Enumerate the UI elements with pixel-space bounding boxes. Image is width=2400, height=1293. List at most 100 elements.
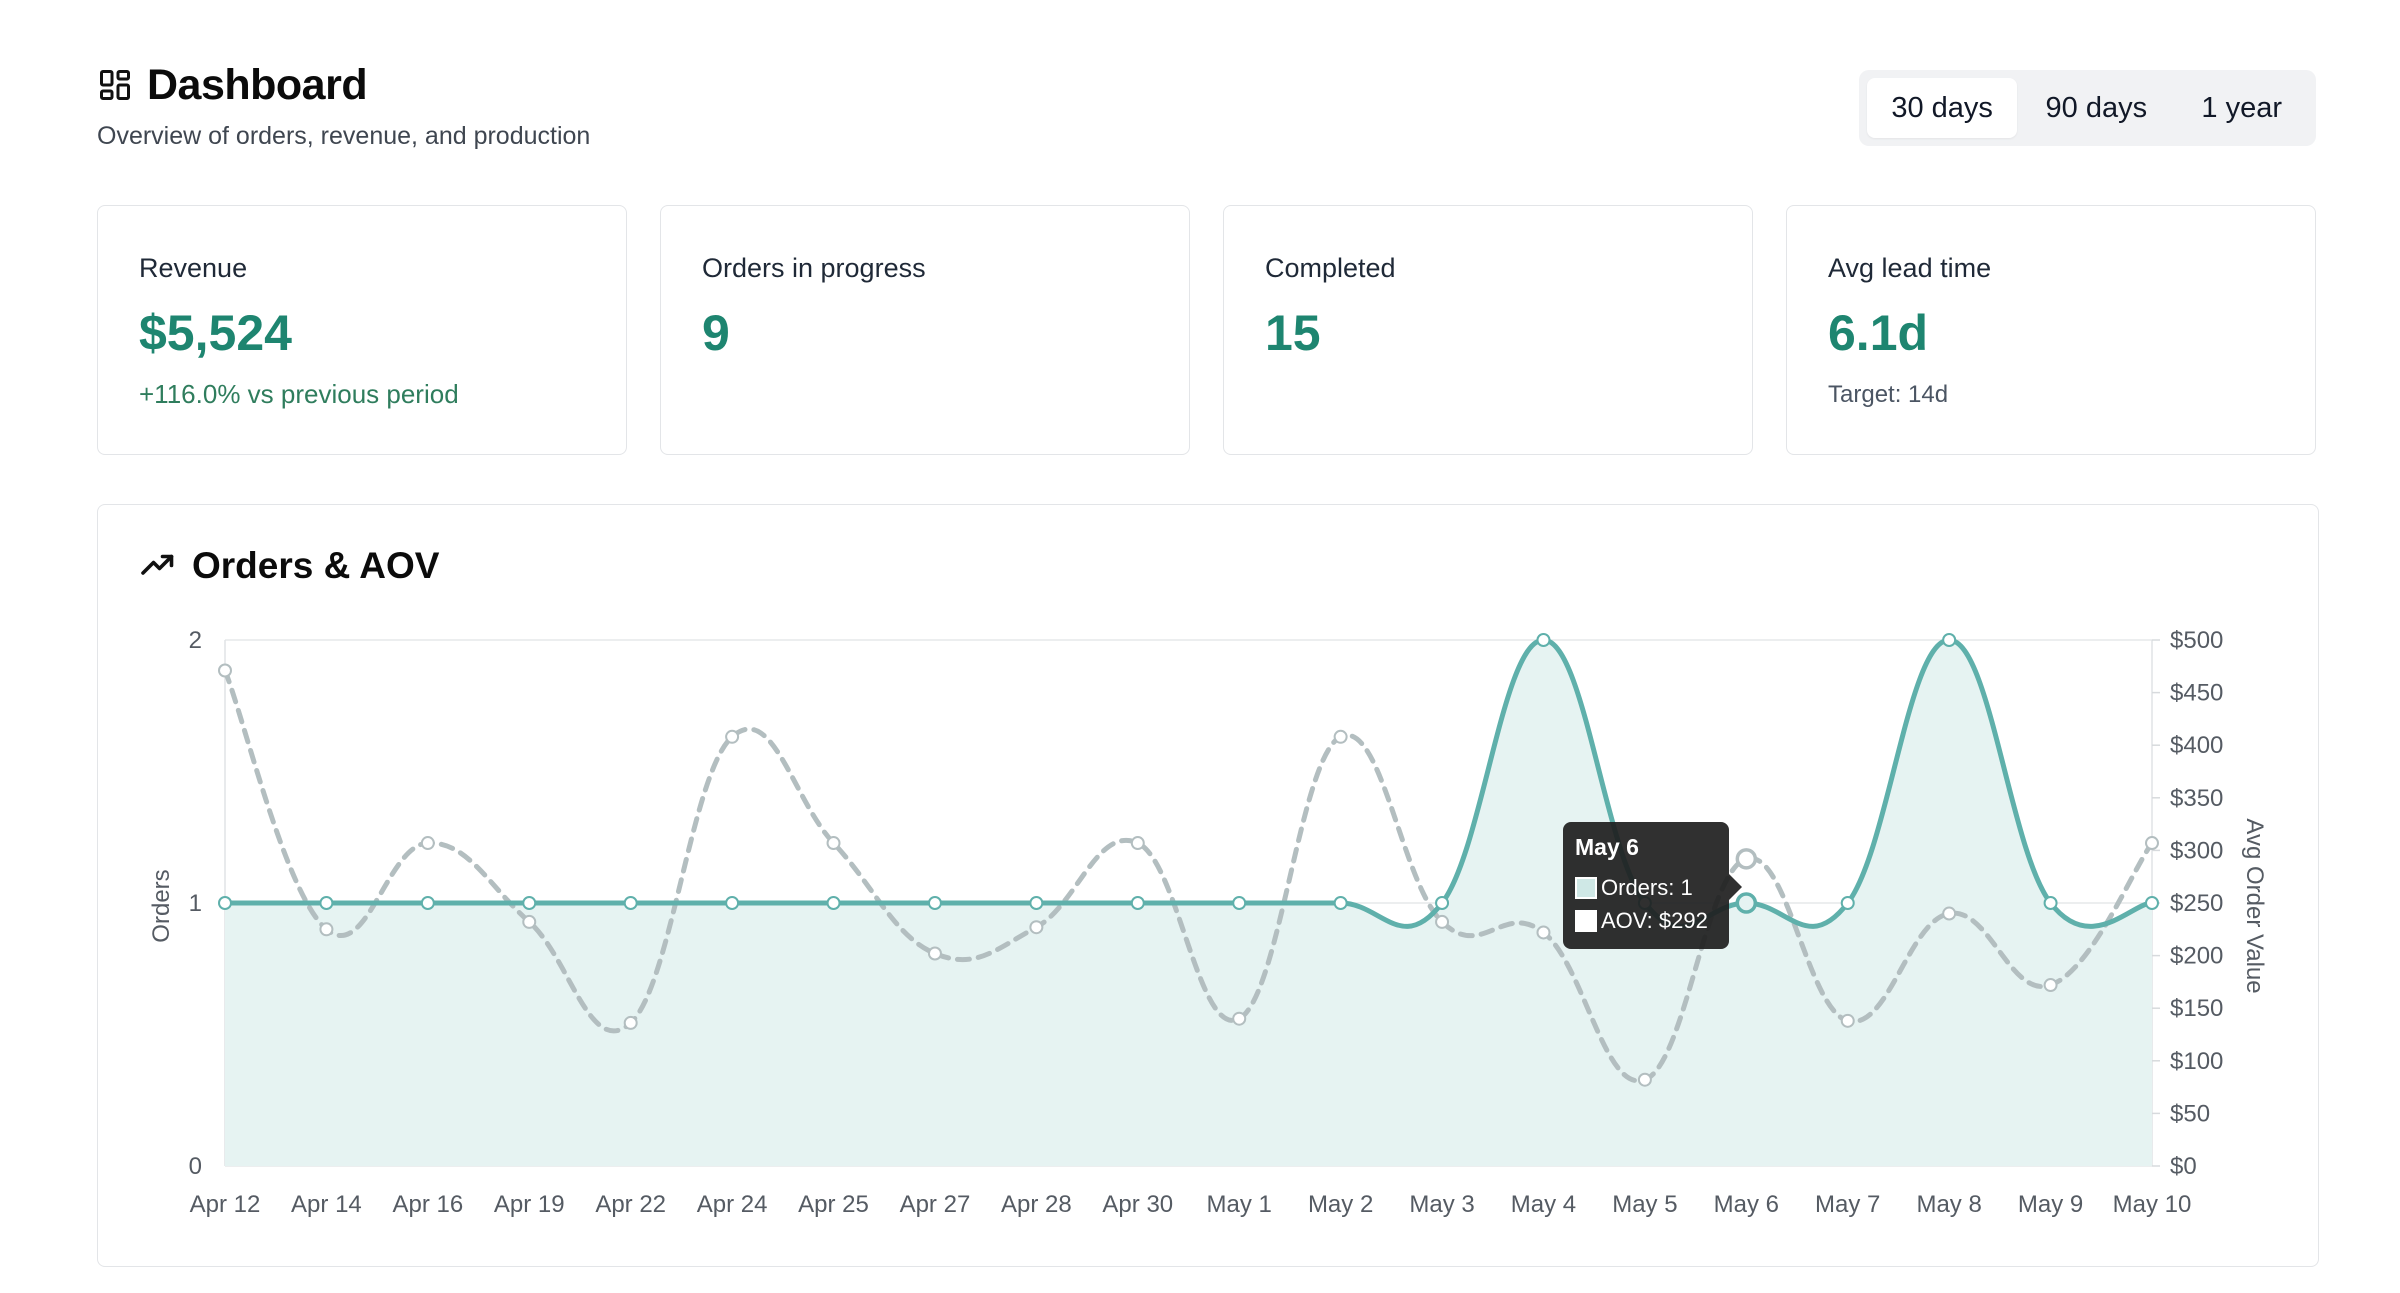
y2-tick-label: $450 [2170, 680, 2223, 707]
x-tick-label: May 1 [1207, 1191, 1272, 1218]
y-tick-label: 2 [189, 627, 202, 654]
x-tick-label: Apr 16 [392, 1191, 463, 1218]
tooltip-title: May 6 [1575, 834, 1639, 860]
y2-tick-label: $500 [2170, 627, 2223, 654]
orders-point [319, 896, 334, 910]
aov-line [222, 668, 2155, 1084]
avg-lead-time-card: Avg lead time 6.1d Target: 14d [1786, 205, 2316, 455]
orders-point [1536, 633, 1551, 647]
y-tick-label: 1 [189, 890, 202, 917]
x-tick-label: Apr 25 [798, 1191, 869, 1218]
aov-point [218, 663, 232, 678]
aov-point [725, 729, 740, 744]
x-tick-label: May 3 [1409, 1191, 1474, 1218]
x-tick-label: Apr 30 [1102, 1191, 1173, 1218]
aov-point [927, 946, 942, 961]
aov-point [1840, 1013, 1855, 1028]
y2-tick-label: $50 [2170, 1100, 2210, 1127]
dashboard-grid-icon [97, 67, 133, 103]
tooltip-aov-text: AOV: $292 [1601, 907, 1708, 933]
y2-tick-label: $350 [2170, 785, 2223, 812]
completed-card: Completed 15 [1223, 205, 1753, 455]
card-target-note: Target: 14d [1828, 381, 1949, 408]
card-value: 15 [1265, 305, 1321, 361]
page-title: Dashboard [147, 60, 368, 109]
x-tick-label: May 7 [1815, 1191, 1880, 1218]
aov-point [2043, 978, 2058, 993]
orders-point [725, 896, 740, 910]
tooltip-orders-text: Orders: 1 [1601, 874, 1693, 900]
orders-point [522, 896, 537, 910]
trending-up-icon [140, 549, 176, 584]
orders-point [1840, 896, 1855, 910]
x-tick-label: Apr 19 [494, 1191, 565, 1218]
y2-tick-label: $400 [2170, 732, 2223, 759]
orders-point [1232, 896, 1247, 910]
x-tick-label: May 9 [2018, 1191, 2083, 1218]
aov-swatch [1575, 909, 1597, 932]
date-range-selector: 30 days 90 days 1 year [1859, 70, 2316, 146]
x-tick-label: May 2 [1308, 1191, 1373, 1218]
range-1-year-button[interactable]: 1 year [2175, 78, 2308, 138]
orders-point [2043, 896, 2058, 910]
page-subtitle: Overview of orders, revenue, and product… [97, 122, 591, 150]
aov-point [826, 836, 841, 851]
chart-title: Orders & AOV [192, 545, 440, 586]
aov-point [1232, 1011, 1247, 1026]
y-tick-label: 0 [189, 1153, 202, 1180]
x-tick-label: Apr 12 [190, 1191, 261, 1218]
y2-tick-label: $250 [2170, 890, 2223, 917]
aov-point [522, 914, 537, 929]
aov-point [319, 922, 334, 937]
x-tick-label: Apr 24 [697, 1191, 768, 1218]
x-tick-label: May 6 [1714, 1191, 1779, 1218]
aov-point [1029, 920, 1044, 935]
chart-tooltip: May 6 Orders: 1 AOV: $292 [1563, 822, 1742, 949]
aov-point [1735, 848, 1758, 870]
card-label: Orders in progress [702, 253, 926, 283]
aov-point [1942, 906, 1957, 921]
orders-point [2145, 896, 2159, 910]
aov-point [1536, 925, 1551, 940]
aov-point [1637, 1072, 1652, 1087]
orders-point [420, 896, 435, 910]
aov-point [2145, 836, 2159, 851]
y2-axis-title: Avg Order Value [2241, 818, 2268, 993]
orders-point [1130, 896, 1145, 910]
orders-in-progress-card: Orders in progress 9 [660, 205, 1190, 455]
y2-tick-label: $150 [2170, 995, 2223, 1022]
card-change-note: +116.0% vs previous period [139, 379, 459, 409]
range-90-days-button[interactable]: 90 days [2021, 78, 2171, 138]
orders-swatch [1575, 876, 1597, 899]
x-tick-label: Apr 14 [291, 1191, 362, 1218]
x-tick-label: Apr 27 [900, 1191, 971, 1218]
tooltip-row-orders: Orders: 1 [1575, 871, 1717, 904]
y2-tick-label: $200 [2170, 943, 2223, 970]
aov-point [420, 836, 435, 851]
orders-point [826, 896, 841, 910]
card-value: $5,524 [139, 305, 292, 361]
range-30-days-button[interactable]: 30 days [1867, 78, 2018, 138]
x-tick-label: May 8 [1916, 1191, 1981, 1218]
page-header: Dashboard Overview of orders, revenue, a… [97, 60, 590, 151]
orders-point [218, 896, 232, 910]
aov-point [1435, 914, 1450, 929]
card-value: 9 [702, 305, 730, 361]
x-tick-label: May 4 [1511, 1191, 1576, 1218]
card-value: 6.1d [1828, 305, 1929, 361]
card-label: Avg lead time [1828, 253, 1992, 283]
chart-header: Orders & AOV [140, 545, 439, 587]
orders-point [623, 896, 638, 910]
orders-point [1333, 896, 1348, 910]
tooltip-row-aov: AOV: $292 [1575, 904, 1717, 937]
card-label: Revenue [139, 253, 248, 283]
x-tick-label: May 5 [1612, 1191, 1677, 1218]
orders-point [1029, 896, 1044, 910]
orders-point [927, 896, 942, 910]
revenue-card: Revenue $5,524 +116.0% vs previous perio… [97, 205, 627, 455]
aov-point [623, 1015, 638, 1030]
orders-point [1435, 896, 1450, 910]
x-tick-label: Apr 22 [595, 1191, 666, 1218]
